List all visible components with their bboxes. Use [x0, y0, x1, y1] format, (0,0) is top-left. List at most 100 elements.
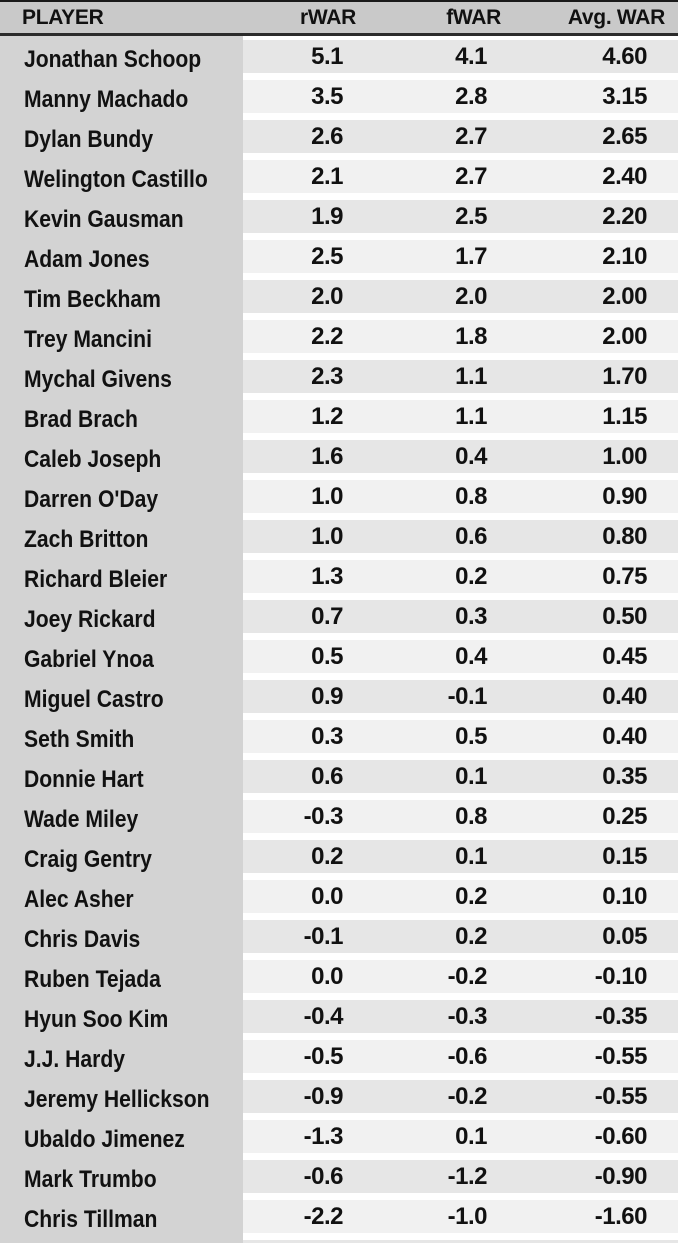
fwar-value: 0.2 — [455, 882, 487, 910]
player-name: Caleb Joseph — [24, 446, 162, 473]
player-name: Welington Castillo — [24, 166, 208, 193]
row-stats-band: 1.0 0.6 0.80 — [243, 520, 678, 553]
avg-war-value: -0.60 — [594, 1122, 648, 1150]
player-name-cell: Jeremy Hellickson — [0, 1080, 243, 1120]
fwar-value: -0.2 — [447, 962, 488, 990]
player-name: Tim Beckham — [24, 286, 161, 313]
rwar-value: 1.0 — [311, 482, 343, 510]
avg-war-value: 0.90 — [602, 482, 647, 510]
table-row: Jeremy Hellickson -0.9 -0.2 -0.55 — [0, 1080, 678, 1120]
fwar-value: 0.8 — [455, 802, 487, 830]
player-name-cell: Craig Gentry — [0, 840, 243, 880]
rwar-value: 3.5 — [311, 82, 343, 110]
rwar-value: -0.5 — [303, 1042, 344, 1070]
player-name: Hyun Soo Kim — [24, 1006, 169, 1033]
avg-war-value: 3.15 — [602, 82, 647, 110]
player-name: Seth Smith — [24, 726, 135, 753]
rwar-value: 0.2 — [311, 842, 343, 870]
player-name: Darren O'Day — [24, 486, 159, 513]
player-name-cell: Hyun Soo Kim — [0, 1000, 243, 1040]
player-name-cell: Zach Britton — [0, 520, 243, 560]
table-row: Brad Brach 1.2 1.1 1.15 — [0, 400, 678, 440]
player-column-filler — [0, 36, 243, 40]
player-name: Richard Bleier — [24, 566, 168, 593]
table-row: Craig Gentry 0.2 0.1 0.15 — [0, 840, 678, 880]
player-name-cell: Welington Castillo — [0, 160, 243, 200]
fwar-value: 2.7 — [455, 122, 487, 150]
player-name-cell: Dylan Bundy — [0, 120, 243, 160]
player-name-cell: Alec Asher — [0, 880, 243, 920]
fwar-value: 0.1 — [455, 762, 487, 790]
row-stats-band: 0.7 0.3 0.50 — [243, 600, 678, 633]
table-row: Chris Davis -0.1 0.2 0.05 — [0, 920, 678, 960]
table-row: Seth Smith 0.3 0.5 0.40 — [0, 720, 678, 760]
player-name-cell: Ruben Tejada — [0, 960, 243, 1000]
player-name-cell: Chris Davis — [0, 920, 243, 960]
table-row: Gabriel Ynoa 0.5 0.4 0.45 — [0, 640, 678, 680]
fwar-value: 0.1 — [455, 842, 487, 870]
fwar-value: -0.6 — [447, 1042, 488, 1070]
row-stats-band: 2.6 2.7 2.65 — [243, 120, 678, 153]
player-name: Jeremy Hellickson — [24, 1086, 210, 1113]
avg-war-value: -1.60 — [594, 1202, 648, 1230]
header-player: PLAYER — [22, 5, 104, 29]
row-stats-band: 2.2 1.8 2.00 — [243, 320, 678, 353]
rwar-value: 2.2 — [311, 322, 343, 350]
row-stats-band: 2.0 2.0 2.00 — [243, 280, 678, 313]
table-row: Wade Miley -0.3 0.8 0.25 — [0, 800, 678, 840]
row-stats-band: 0.0 -0.2 -0.10 — [243, 960, 678, 993]
table-row: Trey Mancini 2.2 1.8 2.00 — [0, 320, 678, 360]
row-stats-band: 0.0 0.2 0.10 — [243, 880, 678, 913]
header-gap-strip — [0, 36, 678, 40]
fwar-value: 0.6 — [455, 522, 487, 550]
rwar-value: -0.9 — [303, 1082, 344, 1110]
avg-war-value: 0.45 — [602, 642, 647, 670]
rwar-value: 0.0 — [311, 882, 343, 910]
table-row: Darren O'Day 1.0 0.8 0.90 — [0, 480, 678, 520]
rwar-value: 2.1 — [311, 162, 343, 190]
avg-war-value: 2.20 — [602, 202, 647, 230]
avg-war-value: 2.10 — [602, 242, 647, 270]
player-name: Chris Davis — [24, 926, 141, 953]
rwar-value: -0.4 — [303, 1002, 344, 1030]
fwar-value: 1.8 — [455, 322, 487, 350]
player-name: Brad Brach — [24, 406, 138, 433]
avg-war-value: 0.35 — [602, 762, 647, 790]
player-name: Alec Asher — [24, 886, 134, 913]
row-stats-band: -0.4 -0.3 -0.35 — [243, 1000, 678, 1033]
table-row: Hyun Soo Kim -0.4 -0.3 -0.35 — [0, 1000, 678, 1040]
fwar-value: 0.4 — [455, 442, 487, 470]
avg-war-value: 1.00 — [602, 442, 647, 470]
table-row: Caleb Joseph 1.6 0.4 1.00 — [0, 440, 678, 480]
avg-war-value: 1.70 — [602, 362, 647, 390]
row-stats-band: 2.5 1.7 2.10 — [243, 240, 678, 273]
player-name-cell: Caleb Joseph — [0, 440, 243, 480]
row-stats-band: 0.6 0.1 0.35 — [243, 760, 678, 793]
player-column-filler — [0, 1240, 243, 1243]
fwar-value: 1.1 — [455, 362, 487, 390]
row-stats-band: 1.6 0.4 1.00 — [243, 440, 678, 473]
rwar-value: -0.3 — [303, 802, 344, 830]
player-name-cell: Donnie Hart — [0, 760, 243, 800]
avg-war-value: 2.00 — [602, 322, 647, 350]
avg-war-value: 0.40 — [602, 722, 647, 750]
rwar-value: 1.3 — [311, 562, 343, 590]
table-row: Donnie Hart 0.6 0.1 0.35 — [0, 760, 678, 800]
player-name: Chris Tillman — [24, 1206, 158, 1233]
avg-war-value: -0.35 — [594, 1002, 648, 1030]
avg-war-value: 0.05 — [602, 922, 647, 950]
avg-war-value: -0.55 — [594, 1042, 648, 1070]
table-row: Manny Machado 3.5 2.8 3.15 — [0, 80, 678, 120]
avg-war-value: 2.65 — [602, 122, 647, 150]
player-name-cell: Mark Trumbo — [0, 1160, 243, 1200]
fwar-value: -1.2 — [447, 1162, 488, 1190]
rwar-value: 0.3 — [311, 722, 343, 750]
player-name: Mark Trumbo — [24, 1166, 157, 1193]
player-name-cell: Miguel Castro — [0, 680, 243, 720]
player-name: Donnie Hart — [24, 766, 144, 793]
row-stats-band: -0.5 -0.6 -0.55 — [243, 1040, 678, 1073]
fwar-value: 0.4 — [455, 642, 487, 670]
rwar-value: 1.0 — [311, 522, 343, 550]
row-stats-band: -0.1 0.2 0.05 — [243, 920, 678, 953]
row-stats-band: 0.5 0.4 0.45 — [243, 640, 678, 673]
